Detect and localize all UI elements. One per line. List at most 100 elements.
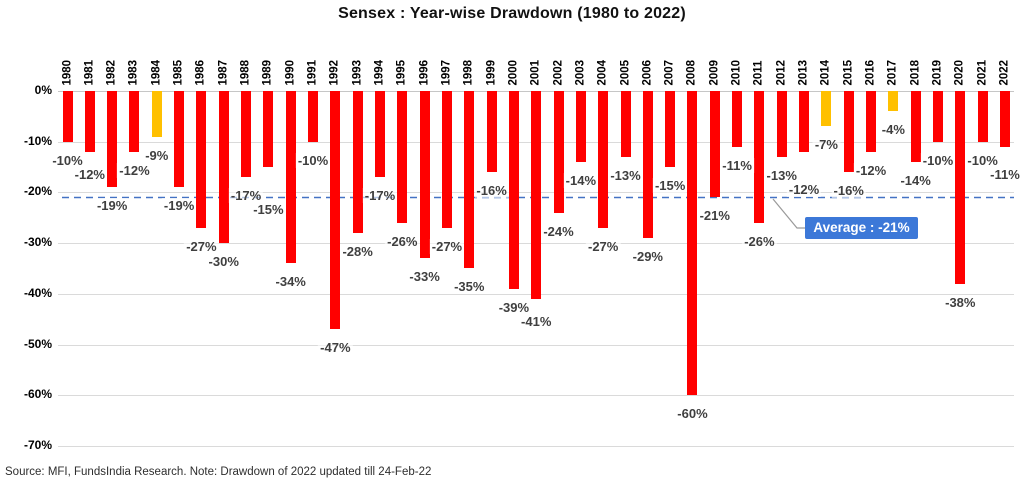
bar-value-label: -34% — [273, 274, 308, 290]
bar-2013 — [799, 91, 810, 152]
y-axis-tick: -70% — [23, 437, 52, 452]
bar-value-label: -10% — [295, 152, 331, 168]
x-axis-label-2001: 2001 — [529, 59, 542, 86]
bar-2009 — [709, 91, 720, 198]
bar-value-label: -33% — [407, 269, 442, 285]
x-axis-label-2004: 2004 — [596, 59, 609, 86]
x-axis-label-1989: 1989 — [261, 59, 274, 86]
bar-value-label: -13% — [764, 167, 799, 183]
bar-value-label: -13% — [608, 167, 643, 183]
bar-value-label: -35% — [452, 279, 487, 295]
bar-1988 — [241, 91, 252, 178]
bar-1984 — [151, 91, 162, 137]
x-axis-label-2019: 2019 — [931, 59, 944, 86]
bar-2021 — [977, 91, 988, 142]
bar-value-label: -12% — [786, 181, 822, 197]
bar-value-label: -16% — [831, 183, 866, 199]
bar-value-label: -16% — [474, 183, 509, 199]
bar-value-label: -19% — [161, 198, 197, 214]
bar-value-label: -7% — [812, 137, 840, 153]
bar-2014 — [821, 91, 832, 127]
average-callout: Average : -21% — [805, 217, 918, 239]
bar-value-label: -14% — [898, 172, 933, 188]
x-axis-label-2011: 2011 — [752, 60, 765, 86]
gridline--50% — [58, 344, 1014, 346]
x-axis-label-2000: 2000 — [507, 59, 520, 86]
y-axis-tick: -60% — [23, 387, 52, 402]
x-axis-label-2006: 2006 — [641, 59, 654, 86]
bar-2000 — [508, 91, 519, 289]
bar-value-label: -10% — [920, 152, 956, 168]
bar-value-label: -28% — [340, 243, 375, 259]
bar-value-label: -29% — [630, 249, 665, 265]
x-axis-label-2015: 2015 — [842, 59, 855, 86]
bar-1993 — [352, 91, 363, 233]
x-axis-label-1995: 1995 — [395, 59, 408, 86]
x-axis-label-1986: 1986 — [194, 59, 207, 86]
bar-value-label: -30% — [206, 254, 241, 270]
bar-1990 — [285, 91, 296, 264]
bar-1995 — [397, 91, 408, 223]
bar-2007 — [665, 91, 676, 168]
bar-value-label: -60% — [675, 406, 710, 422]
bar-2005 — [620, 91, 631, 157]
x-axis-label-2022: 2022 — [998, 59, 1011, 86]
x-axis-label-2018: 2018 — [909, 59, 922, 86]
x-axis-label-1981: 1981 — [83, 59, 96, 86]
bar-1991 — [308, 91, 319, 142]
x-axis-label-2017: 2017 — [886, 59, 899, 86]
bar-2018 — [910, 91, 921, 162]
bar-2002 — [553, 91, 564, 213]
x-axis-label-2014: 2014 — [819, 59, 832, 86]
bar-2008 — [687, 91, 698, 396]
bar-value-label: -47% — [318, 340, 353, 356]
bar-1980 — [62, 91, 73, 142]
bar-1989 — [263, 91, 274, 168]
bar-2017 — [888, 91, 899, 112]
bar-value-label: -27% — [585, 238, 621, 254]
bar-value-label: -12% — [117, 162, 152, 178]
bar-1997 — [441, 91, 452, 228]
y-axis-tick: 0% — [34, 83, 52, 97]
x-axis-label-1992: 1992 — [328, 59, 341, 86]
bar-1998 — [464, 91, 475, 269]
bar-1999 — [486, 91, 497, 173]
bar-2019 — [932, 91, 943, 142]
bar-value-label: -17% — [228, 188, 264, 204]
y-axis-tick: -10% — [23, 133, 52, 148]
bar-value-label: -10% — [50, 152, 85, 168]
average-leader-line — [772, 198, 805, 229]
x-axis-label-2002: 2002 — [552, 59, 565, 86]
bar-2012 — [776, 91, 787, 157]
x-axis-label-1998: 1998 — [462, 59, 475, 86]
x-axis-label-2003: 2003 — [574, 59, 587, 86]
bar-1994 — [374, 91, 385, 178]
gridline--60% — [58, 395, 1014, 397]
bar-2020 — [955, 91, 966, 284]
y-axis-tick: -30% — [23, 235, 52, 250]
plot-area: 0% -10% -20% -30% -40% -50% -60% -70% 1980 -10% 19… — [23, 59, 1022, 452]
x-axis-label-2010: 2010 — [730, 59, 743, 86]
bar-2010 — [732, 91, 743, 147]
bar-value-label: -27% — [429, 238, 465, 254]
x-axis-label-2016: 2016 — [864, 59, 877, 86]
bar-value-label: -11% — [720, 157, 754, 173]
x-axis-label-1984: 1984 — [150, 59, 163, 86]
bar-1996 — [419, 91, 430, 259]
x-axis-label-2009: 2009 — [708, 59, 721, 86]
x-axis-label-1987: 1987 — [217, 59, 230, 86]
bar-1987 — [218, 91, 229, 244]
x-axis-label-2020: 2020 — [953, 59, 966, 86]
x-axis-label-1980: 1980 — [61, 59, 73, 86]
bar-2022 — [999, 91, 1010, 147]
bar-value-label: -9% — [143, 147, 171, 163]
bar-value-label: -21% — [697, 208, 732, 224]
chart-title: Sensex : Year-wise Drawdown (1980 to 202… — [338, 5, 686, 22]
bar-2001 — [531, 91, 542, 299]
bar-2011 — [754, 91, 765, 223]
y-axis-tick: -20% — [23, 184, 52, 199]
bar-value-label: -24% — [541, 223, 576, 239]
x-axis-label-1999: 1999 — [485, 59, 498, 86]
bar-value-label: -15% — [652, 178, 688, 194]
